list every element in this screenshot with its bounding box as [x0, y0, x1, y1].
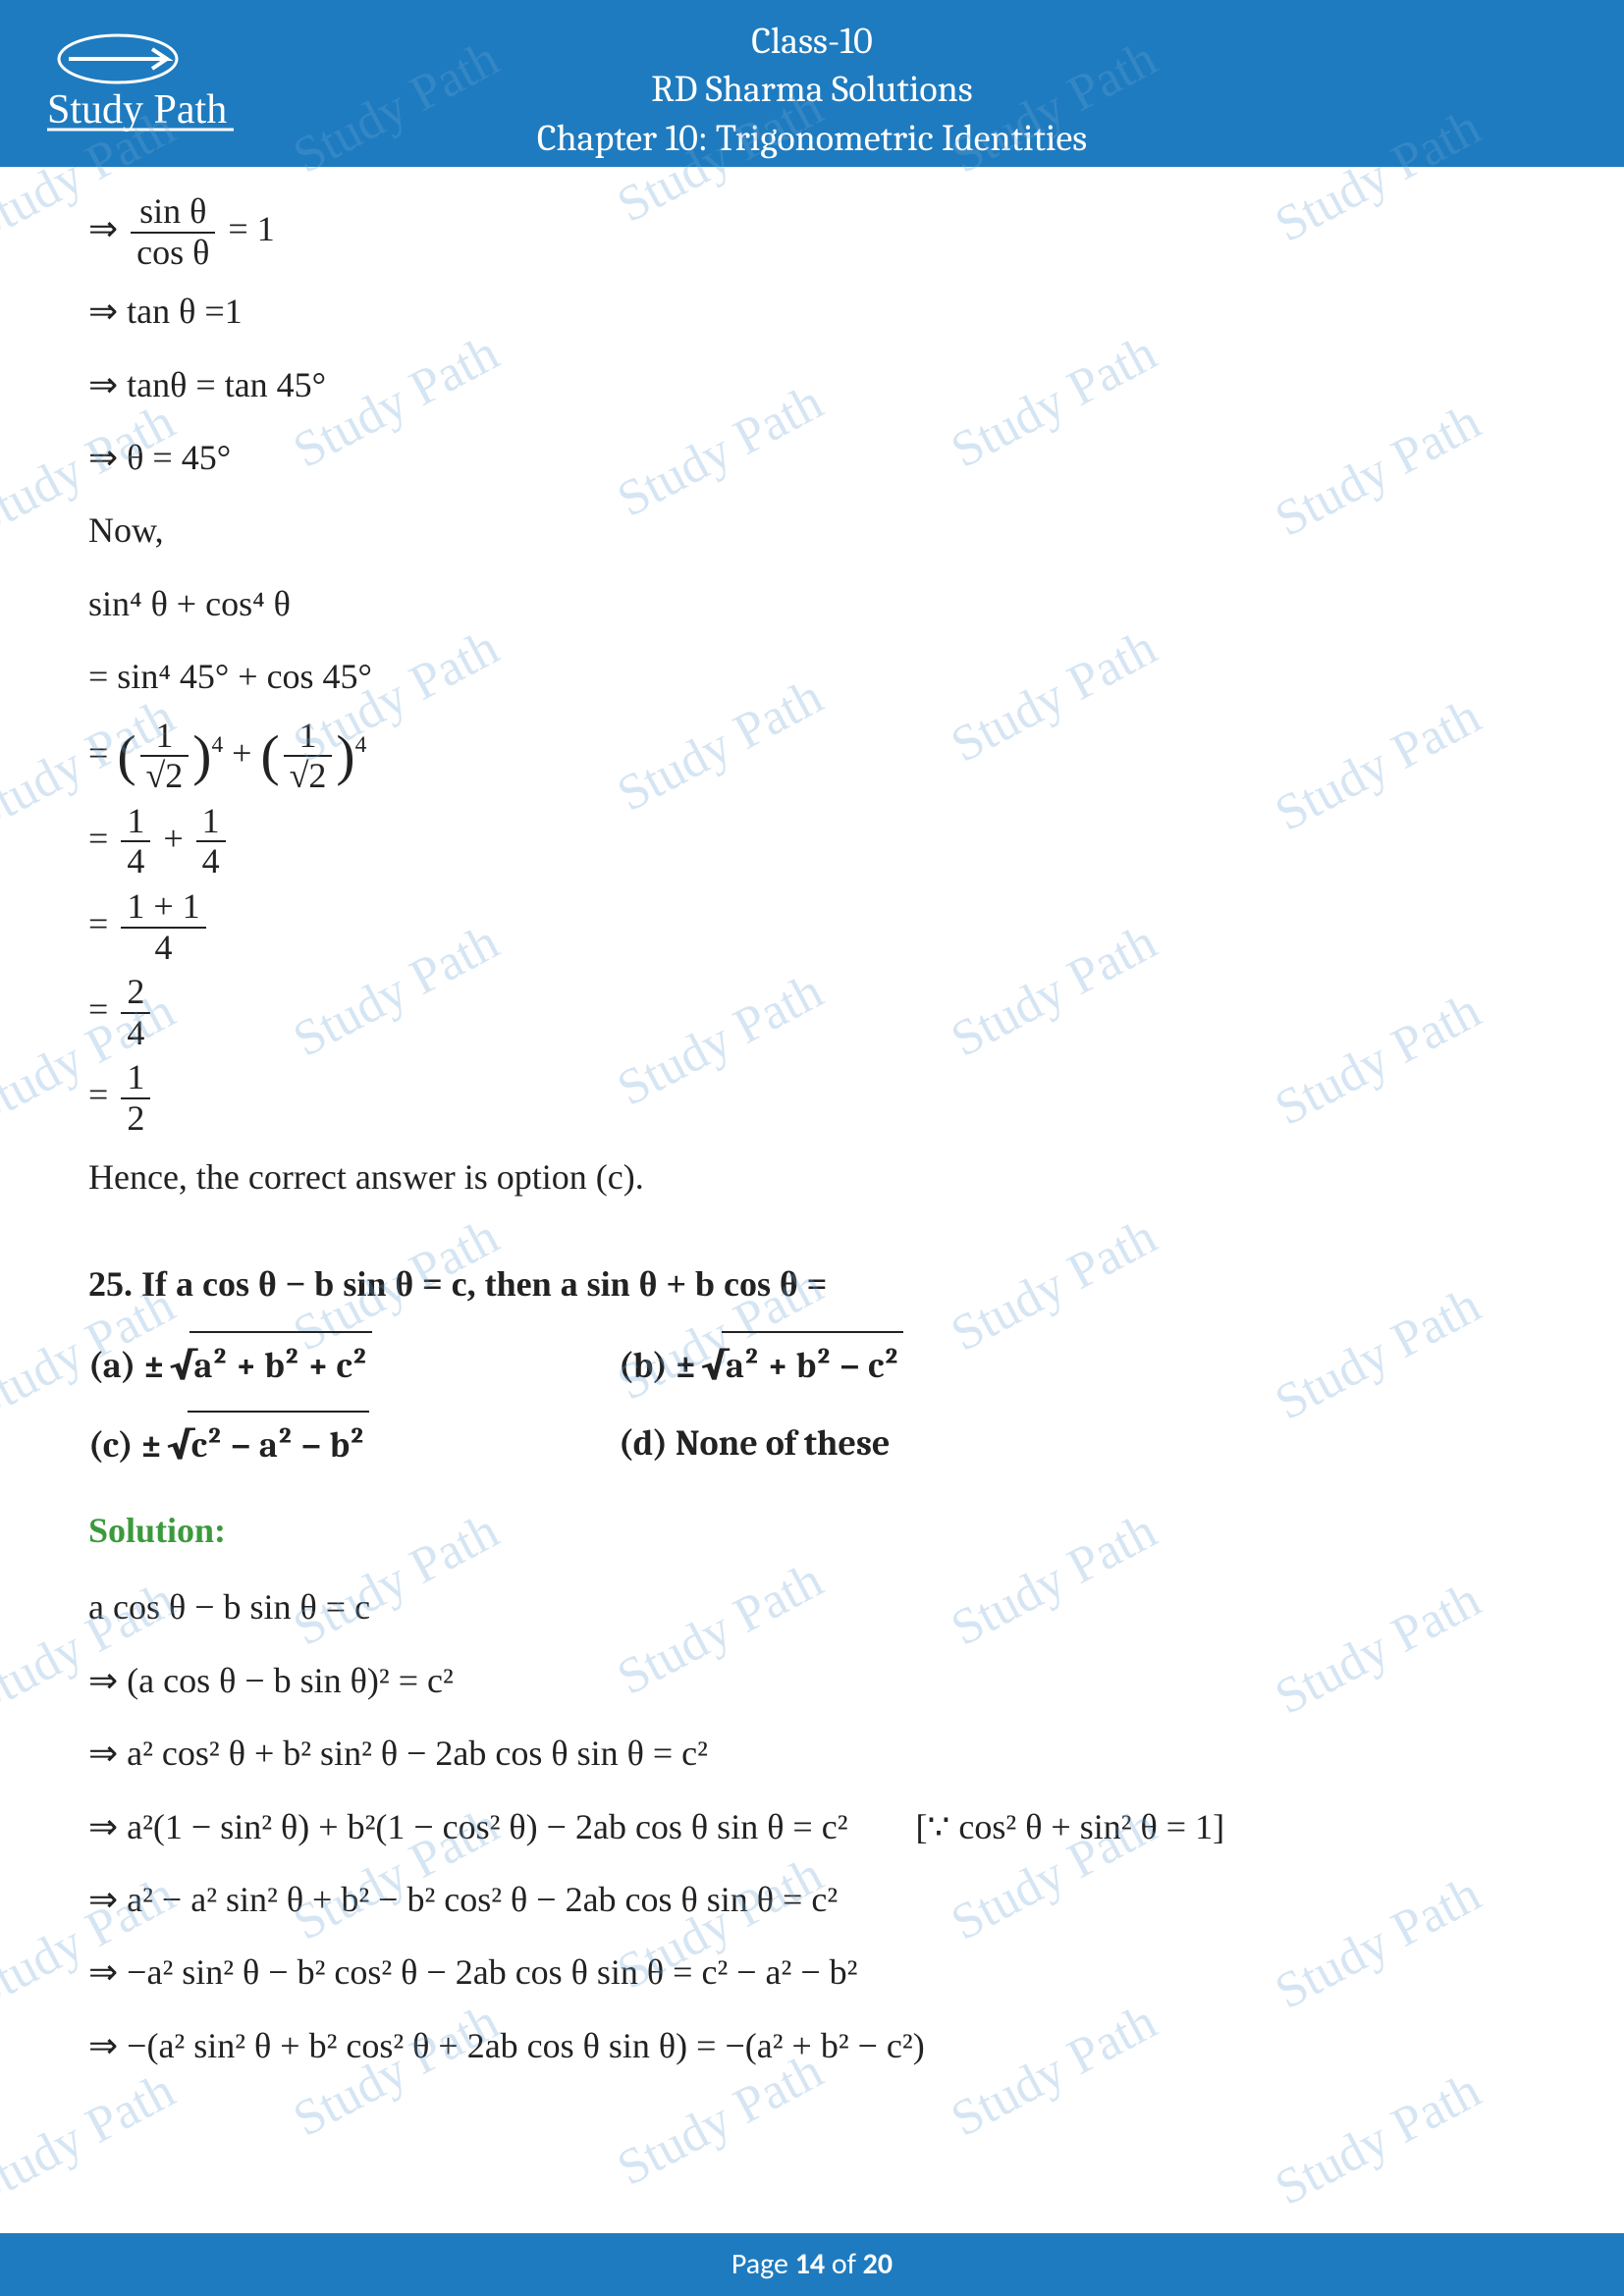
option-c: (c) ± c² − a² − b² [88, 1411, 511, 1479]
math-text: = [88, 1075, 117, 1114]
header-book: RD Sharma Solutions [0, 66, 1624, 114]
math-step: sin⁴ θ + cos⁴ θ [88, 570, 1536, 637]
footer-page-total: 20 [863, 2246, 893, 2282]
math-step: ⇒ a² − a² sin² θ + b² − b² cos² θ − 2ab … [88, 1866, 1536, 1933]
fraction-den: 4 [121, 1012, 150, 1053]
math-text: = 1 [219, 209, 274, 248]
identity-hint: [∵ cos² θ + sin² θ = 1] [916, 1807, 1225, 1846]
header-chapter: Chapter 10: Trigonometric Identities [0, 115, 1624, 163]
option-b: (b) ± a² + b² − c² [619, 1331, 1041, 1400]
options-block: (a) ± a² + b² + c² (b) ± a² + b² − c² (c… [88, 1331, 1536, 1479]
now-label: Now, [88, 497, 1536, 563]
fraction-num: 1 [284, 717, 333, 756]
math-text: = [88, 732, 117, 772]
math-step: ⇒ tan θ =1 [88, 278, 1536, 345]
fraction-num: 1 [196, 802, 226, 841]
exponent: 4 [355, 731, 367, 757]
math-step: ⇒ −a² sin² θ − b² cos² θ − 2ab cos θ sin… [88, 1939, 1536, 2005]
option-label: (c) ± [88, 1425, 170, 1466]
math-step: ⇒ sin θcos θ = 1 [88, 192, 1536, 272]
fraction-num: 1 [140, 717, 189, 756]
fraction-num: 1 + 1 [121, 887, 205, 927]
math-step: = sin⁴ 45° + cos 45° [88, 643, 1536, 710]
math-step: = 12 [88, 1058, 1536, 1138]
math-text: = [88, 904, 117, 943]
math-step: ⇒ −(a² sin² θ + b² cos² θ + 2ab cos θ si… [88, 2012, 1536, 2079]
fraction-num: 1 [121, 802, 150, 841]
math-step: ⇒ tanθ = tan 45° [88, 351, 1536, 418]
footer-page-current: 14 [795, 2246, 825, 2282]
option-a: (a) ± a² + b² + c² [88, 1331, 511, 1400]
math-step: = (1√2)4 + (1√2)4 [88, 717, 1536, 796]
math-text: = [88, 989, 117, 1029]
footer-mid: of [825, 2246, 863, 2282]
fraction-den: 4 [121, 927, 205, 968]
page-header: Study Path Class-10 RD Sharma Solutions … [0, 0, 1624, 167]
math-step: = 24 [88, 973, 1536, 1052]
math-text: = [88, 819, 117, 858]
footer-pre: Page [731, 2246, 795, 2282]
fraction-num: sin θ [131, 192, 215, 232]
fraction-num: 1 [121, 1058, 150, 1097]
math-step: a cos θ − b sin θ = c [88, 1574, 1536, 1640]
exponent: 4 [211, 731, 223, 757]
math-step: ⇒ a²(1 − sin² θ) + b²(1 − cos² θ) − 2ab … [88, 1793, 1536, 1860]
fraction-num: 2 [121, 973, 150, 1012]
header-class: Class-10 [0, 18, 1624, 66]
fraction-den: 2 [121, 1097, 150, 1139]
math-step: = 1 + 14 [88, 887, 1536, 967]
math-step: ⇒ θ = 45° [88, 424, 1536, 491]
sqrt-body: a² + b² + c² [189, 1331, 371, 1400]
fraction-den: cos θ [131, 232, 215, 273]
math-step: ⇒ a² cos² θ + b² sin² θ − 2ab cos θ sin … [88, 1720, 1536, 1787]
math-text: + [232, 732, 260, 772]
page-footer: Page 14 of 20 [0, 2233, 1624, 2296]
fraction-den: √2 [140, 755, 189, 796]
fraction-den: 4 [196, 840, 226, 881]
solution-heading: Solution: [88, 1497, 1536, 1564]
sqrt-body: a² + b² − c² [722, 1331, 903, 1400]
math-text: ⇒ a²(1 − sin² θ) + b²(1 − cos² θ) − 2ab … [88, 1807, 848, 1846]
option-label: (a) ± [88, 1346, 172, 1386]
option-label: (b) ± [619, 1346, 704, 1386]
math-text: + [163, 819, 191, 858]
sqrt-body: c² − a² − b² [188, 1411, 369, 1479]
svg-text:Study Path: Study Path [47, 87, 227, 133]
study-path-logo: Study Path [39, 29, 236, 137]
option-d: (d) None of these [619, 1411, 1041, 1479]
fraction-den: 4 [121, 840, 150, 881]
conclusion-text: Hence, the correct answer is option (c). [88, 1144, 1536, 1210]
question-25: 25. If a cos θ − b sin θ = c, then a sin… [88, 1251, 1536, 1317]
math-step: ⇒ (a cos θ − b sin θ)² = c² [88, 1647, 1536, 1714]
math-step: = 14 + 14 [88, 802, 1536, 881]
page-content: ⇒ sin θcos θ = 1 ⇒ tan θ =1 ⇒ tanθ = tan… [0, 167, 1624, 2079]
fraction-den: √2 [284, 755, 333, 796]
